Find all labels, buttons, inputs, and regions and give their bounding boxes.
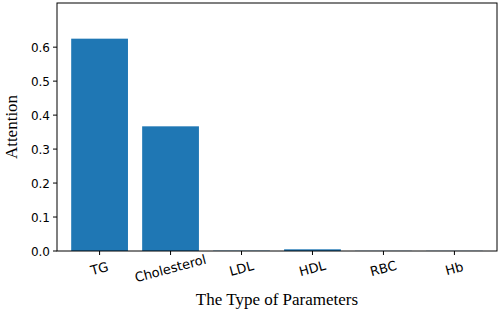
x-tick xyxy=(383,251,384,255)
x-tick-label: Hb xyxy=(444,259,465,278)
bar xyxy=(71,39,128,251)
bar xyxy=(142,126,199,251)
chart: 0.0 0.1 0.2 0.3 0.4 0.5 0.6 TG Cholesterol LDL HDL… xyxy=(0,0,500,315)
y-tick-label: 0.5 xyxy=(31,75,50,89)
y-tick-label: 0.1 xyxy=(31,211,50,225)
x-tick-label: Cholesterol xyxy=(133,252,208,285)
y-tick xyxy=(53,149,57,150)
x-tick xyxy=(312,251,313,255)
bars xyxy=(71,39,483,251)
y-tick xyxy=(53,183,57,184)
y-tick xyxy=(53,81,57,82)
x-tick-label: LDL xyxy=(228,258,256,279)
x-tick-label: HDL xyxy=(297,258,328,280)
x-tick xyxy=(99,251,100,255)
y-tick-label: 0.3 xyxy=(31,143,50,157)
plot-frame xyxy=(57,3,497,251)
y-tick xyxy=(53,115,57,116)
y-tick-label: 0.0 xyxy=(31,245,50,259)
x-axis-label: The Type of Parameters xyxy=(196,290,358,309)
y-tick-label: 0.6 xyxy=(31,41,50,55)
y-tick-label: 0.2 xyxy=(31,177,50,191)
x-tick-label: TG xyxy=(88,259,110,278)
y-tick-label: 0.4 xyxy=(31,109,50,123)
x-tick xyxy=(454,251,455,255)
y-tick xyxy=(53,47,57,48)
y-axis-label: Attention xyxy=(2,94,21,159)
y-tick xyxy=(53,217,57,218)
x-tick xyxy=(170,251,171,255)
x-tick-label: RBC xyxy=(368,258,398,279)
x-tick xyxy=(241,251,242,255)
y-tick xyxy=(53,251,57,252)
